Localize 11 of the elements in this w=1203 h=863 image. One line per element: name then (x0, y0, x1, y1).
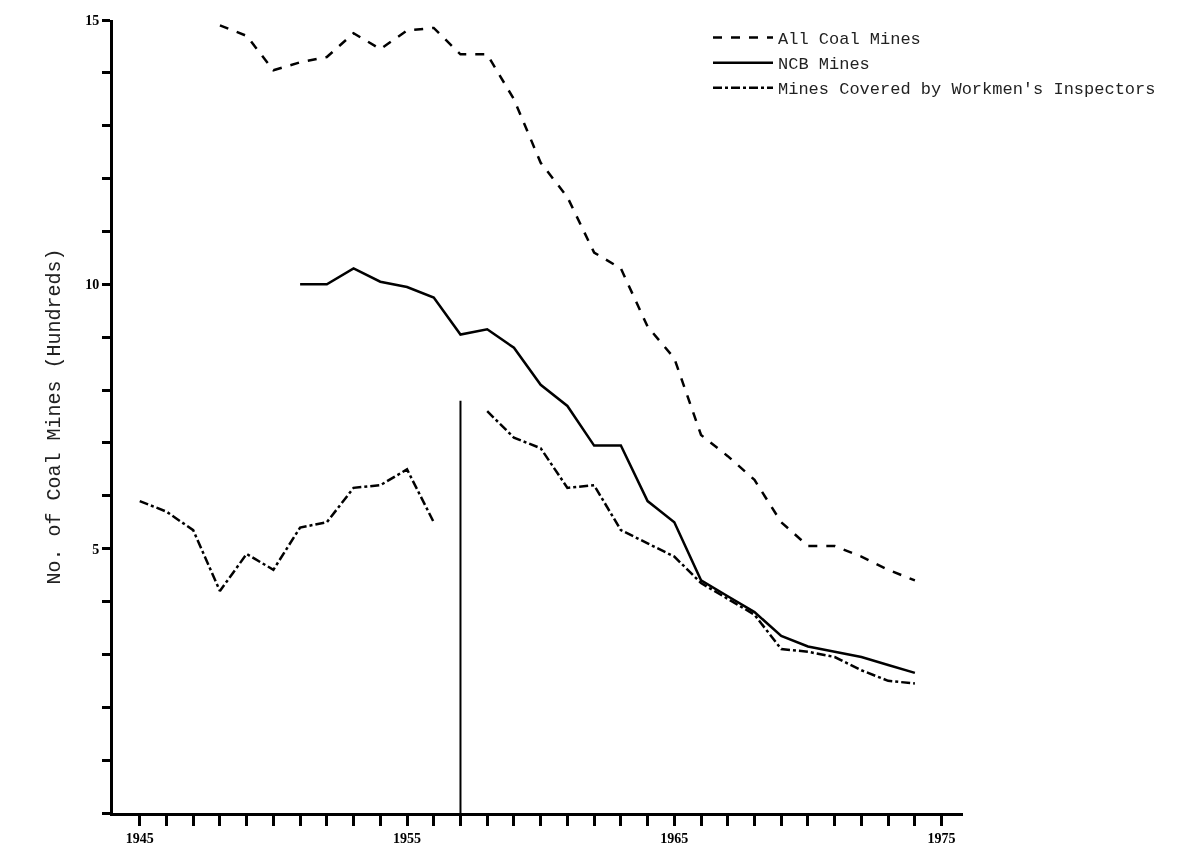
x-tick-label: 1945 (125, 830, 154, 846)
y-tick-label: 15 (85, 12, 100, 28)
legend-label: NCB Mines (778, 55, 870, 75)
x-tick-label: 1975 (927, 830, 956, 846)
x-tick-label: 1965 (660, 830, 689, 846)
x-tick-label: 1955 (393, 830, 422, 846)
y-tick-label: 10 (85, 277, 100, 293)
y-tick-label: 5 (92, 541, 100, 557)
legend-label: All Coal Mines (778, 30, 921, 50)
y-axis-title: No. of Coal Mines (Hundreds) (42, 248, 66, 585)
legend-label: Mines Covered by Workmen's Inspectors (778, 80, 1156, 100)
